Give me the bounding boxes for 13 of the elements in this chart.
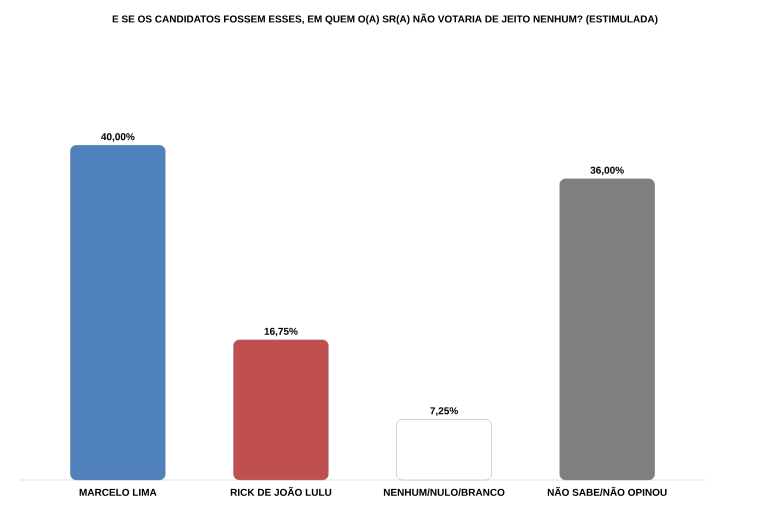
chart-title: E SE OS CANDIDATOS FOSSEM ESSES, EM QUEM O(A) SR(A) NÃO VOTARIA DE JEITO NENHUM? (ESTIMULADA) [112,14,658,24]
x-tick-label: NÃO SABE/NÃO OPINOU [548,486,667,496]
data-label: 16,75% [264,328,298,336]
x-tick-label: MARCELO LIMA [80,488,156,496]
bar [396,419,492,480]
bar [233,340,329,480]
bar [70,145,166,480]
data-label: 7,25% [430,407,458,416]
x-tick-label: RICK DE JOÃO LULU [230,486,332,496]
data-label: 40,00% [101,133,135,142]
x-tick-label: NENHUM/NULO/BRANCO [384,488,504,496]
bar [559,178,655,480]
data-label: 36,00% [590,166,624,176]
